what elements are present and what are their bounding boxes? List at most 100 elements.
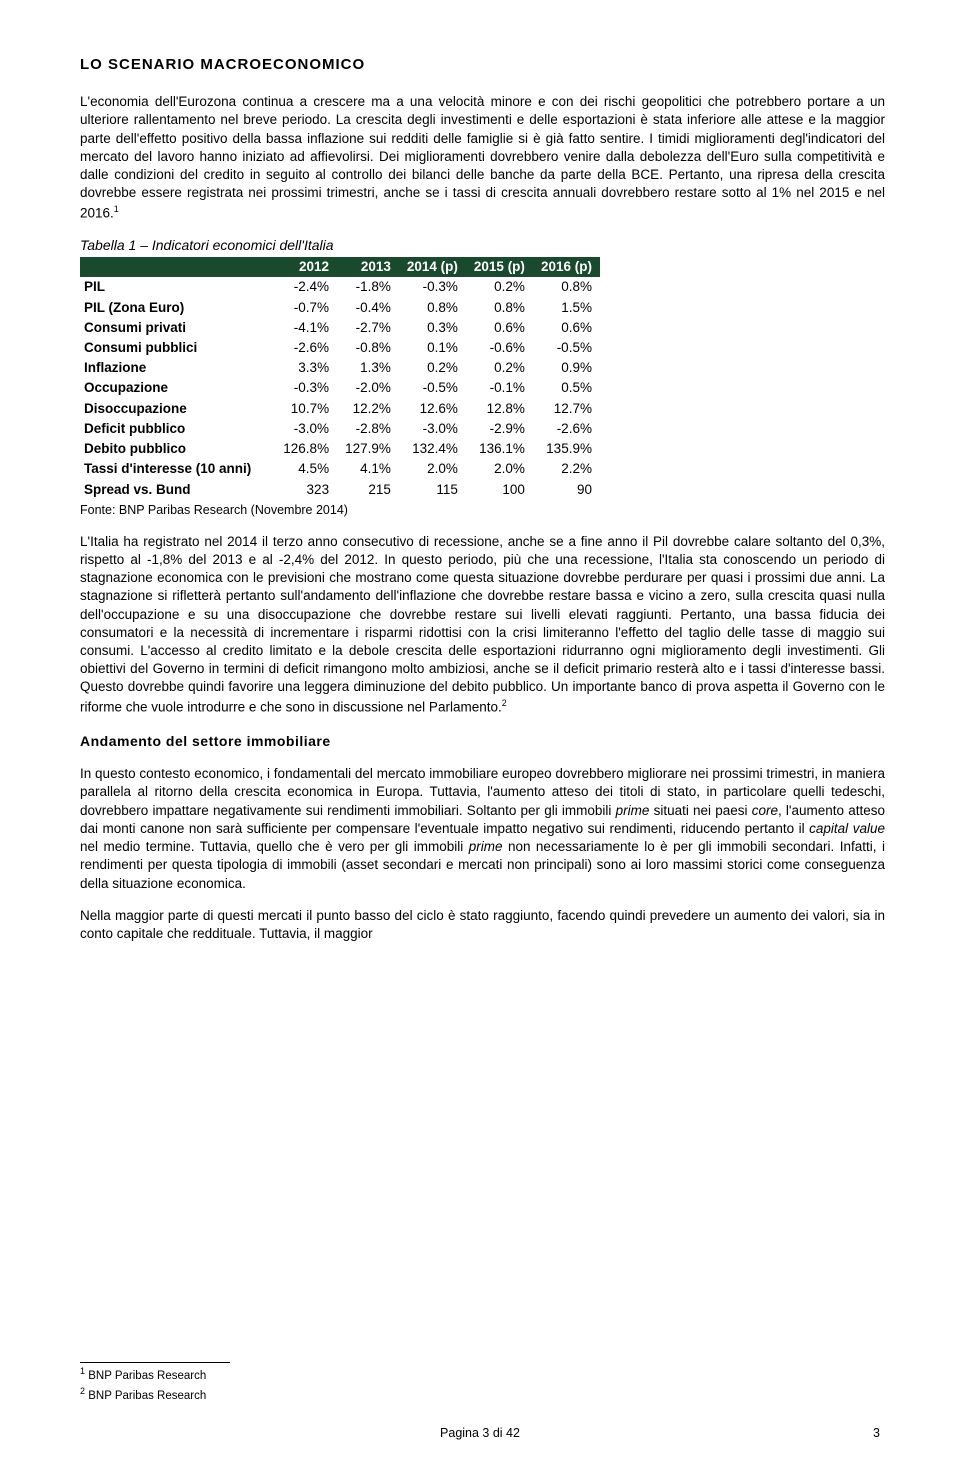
table-cell: 135.9% xyxy=(533,439,600,459)
table-cell: Deficit pubblico xyxy=(80,419,275,439)
table-cell: -0.5% xyxy=(399,378,466,398)
table-cell: 0.2% xyxy=(466,277,533,297)
table-cell: 0.8% xyxy=(399,298,466,318)
table-cell: 1.3% xyxy=(337,358,399,378)
table-row: Consumi privati-4.1%-2.7%0.3%0.6%0.6% xyxy=(80,318,600,338)
table-cell: 1.5% xyxy=(533,298,600,318)
table-header-cell: 2014 (p) xyxy=(399,257,466,277)
page-footer: Pagina 3 di 42 3 xyxy=(0,1425,960,1442)
section-heading: Andamento del settore immobiliare xyxy=(80,732,885,751)
table-header-row: 2012 2013 2014 (p) 2015 (p) 2016 (p) xyxy=(80,257,600,277)
table-row: PIL-2.4%-1.8%-0.3%0.2%0.8% xyxy=(80,277,600,297)
paragraph-2-text: L'Italia ha registrato nel 2014 il terzo… xyxy=(80,534,885,714)
table-cell: Tassi d'interesse (10 anni) xyxy=(80,459,275,479)
table-cell: -2.8% xyxy=(337,419,399,439)
table-cell: 132.4% xyxy=(399,439,466,459)
table-cell: -4.1% xyxy=(275,318,337,338)
italic-core: core xyxy=(752,803,778,818)
table-cell: Spread vs. Bund xyxy=(80,480,275,500)
table-cell: 2.0% xyxy=(466,459,533,479)
table-caption: Tabella 1 – Indicatori economici dell'It… xyxy=(80,236,885,255)
table-cell: 3.3% xyxy=(275,358,337,378)
italic-prime: prime xyxy=(616,803,650,818)
table-cell: 0.8% xyxy=(533,277,600,297)
table-cell: 0.3% xyxy=(399,318,466,338)
table-cell: 323 xyxy=(275,480,337,500)
table-cell: Consumi privati xyxy=(80,318,275,338)
paragraph-1-text: L'economia dell'Eurozona continua a cres… xyxy=(80,94,885,220)
table-cell: -3.0% xyxy=(399,419,466,439)
table-cell: 4.1% xyxy=(337,459,399,479)
table-cell: Debito pubblico xyxy=(80,439,275,459)
page-number-right: 3 xyxy=(873,1425,880,1442)
footnote-2: 2 BNP Paribas Research xyxy=(80,1385,230,1404)
table-cell: 136.1% xyxy=(466,439,533,459)
table-cell: 100 xyxy=(466,480,533,500)
table-cell: -2.6% xyxy=(533,419,600,439)
table-cell: -0.1% xyxy=(466,378,533,398)
table-header-cell: 2016 (p) xyxy=(533,257,600,277)
table-cell: 0.8% xyxy=(466,298,533,318)
table-cell: 126.8% xyxy=(275,439,337,459)
table-cell: PIL xyxy=(80,277,275,297)
table-cell: PIL (Zona Euro) xyxy=(80,298,275,318)
table-cell: 0.2% xyxy=(399,358,466,378)
table-cell: 12.2% xyxy=(337,399,399,419)
table-cell: -2.6% xyxy=(275,338,337,358)
paragraph-4: Nella maggior parte di questi mercati il… xyxy=(80,907,885,943)
footnote-ref-1: 1 xyxy=(114,204,119,214)
table-cell: -2.4% xyxy=(275,277,337,297)
italic-prime: prime xyxy=(469,839,503,854)
table-cell: -0.3% xyxy=(275,378,337,398)
table-cell: 12.8% xyxy=(466,399,533,419)
page-heading: LO SCENARIO MACROECONOMICO xyxy=(80,55,885,75)
table-cell: -2.0% xyxy=(337,378,399,398)
table-header-cell: 2015 (p) xyxy=(466,257,533,277)
table-header-cell: 2013 xyxy=(337,257,399,277)
table-source: Fonte: BNP Paribas Research (Novembre 20… xyxy=(80,502,885,519)
table-cell: 4.5% xyxy=(275,459,337,479)
table-cell: Disoccupazione xyxy=(80,399,275,419)
italic-capital-value: capital value xyxy=(809,821,885,836)
table-cell: Inflazione xyxy=(80,358,275,378)
footnote-2-text: BNP Paribas Research xyxy=(88,1389,206,1401)
table-row: Disoccupazione10.7%12.2%12.6%12.8%12.7% xyxy=(80,399,600,419)
indicators-table: 2012 2013 2014 (p) 2015 (p) 2016 (p) PIL… xyxy=(80,257,600,500)
table-row: Deficit pubblico-3.0%-2.8%-3.0%-2.9%-2.6… xyxy=(80,419,600,439)
paragraph-2: L'Italia ha registrato nel 2014 il terzo… xyxy=(80,533,885,717)
table-cell: -2.9% xyxy=(466,419,533,439)
table-cell: Consumi pubblici xyxy=(80,338,275,358)
table-cell: Occupazione xyxy=(80,378,275,398)
table-cell: -3.0% xyxy=(275,419,337,439)
table-cell: -2.7% xyxy=(337,318,399,338)
table-cell: 0.1% xyxy=(399,338,466,358)
table-cell: -0.3% xyxy=(399,277,466,297)
table-row: Occupazione-0.3%-2.0%-0.5%-0.1%0.5% xyxy=(80,378,600,398)
paragraph-1: L'economia dell'Eurozona continua a cres… xyxy=(80,93,885,222)
table-cell: 12.6% xyxy=(399,399,466,419)
table-cell: 2.0% xyxy=(399,459,466,479)
table-row: Tassi d'interesse (10 anni)4.5%4.1%2.0%2… xyxy=(80,459,600,479)
table-row: Consumi pubblici-2.6%-0.8%0.1%-0.6%-0.5% xyxy=(80,338,600,358)
footnote-separator xyxy=(80,1362,230,1363)
table-cell: -0.7% xyxy=(275,298,337,318)
table-cell: 115 xyxy=(399,480,466,500)
paragraph-3: In questo contesto economico, i fondamen… xyxy=(80,765,885,893)
table-row: Debito pubblico126.8%127.9%132.4%136.1%1… xyxy=(80,439,600,459)
footnote-1: 1 BNP Paribas Research xyxy=(80,1365,230,1384)
table-row: Inflazione3.3%1.3%0.2%0.2%0.9% xyxy=(80,358,600,378)
table-cell: 12.7% xyxy=(533,399,600,419)
table-cell: -0.6% xyxy=(466,338,533,358)
page-number-center: Pagina 3 di 42 xyxy=(440,1426,520,1440)
table-cell: -0.4% xyxy=(337,298,399,318)
table-row: Spread vs. Bund32321511510090 xyxy=(80,480,600,500)
table-header-cell xyxy=(80,257,275,277)
table-cell: 10.7% xyxy=(275,399,337,419)
table-cell: -1.8% xyxy=(337,277,399,297)
table-cell: 0.9% xyxy=(533,358,600,378)
footnote-ref-2: 2 xyxy=(502,698,507,708)
footnote-1-text: BNP Paribas Research xyxy=(88,1370,206,1382)
table-cell: -0.8% xyxy=(337,338,399,358)
table-cell: 0.6% xyxy=(466,318,533,338)
table-cell: 0.5% xyxy=(533,378,600,398)
